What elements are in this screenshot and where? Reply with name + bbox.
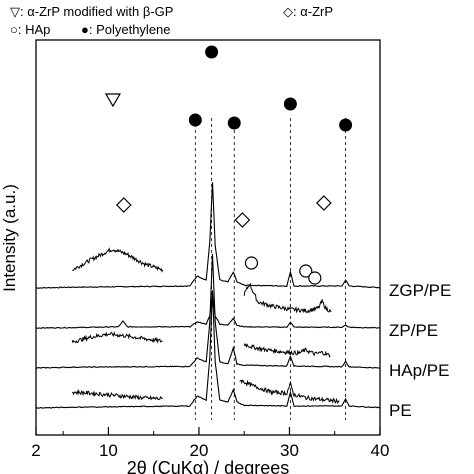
- x-tick-label: 40: [371, 441, 390, 460]
- polyethylene-marker: [227, 116, 241, 130]
- legend-entry-polyethylene: ●: Polyethylene: [81, 22, 171, 37]
- hap-marker: [244, 256, 259, 270]
- series-labels: ZGP/PE ZP/PE HAp/PE PE: [389, 281, 451, 420]
- legend: ▽: α-ZrP modified with β-GP ◇: α-ZrP ○: …: [10, 4, 333, 37]
- series-group: [35, 182, 381, 409]
- zrp-marker: [115, 197, 132, 213]
- series-label: PE: [389, 401, 412, 420]
- hap-marker: [299, 264, 313, 278]
- zrp-marker: [316, 195, 332, 211]
- x-ticks: 2 10 20 30 40: [31, 427, 389, 460]
- series-label: HAp/PE: [389, 361, 449, 380]
- series-inset-line: [71, 330, 163, 344]
- polyethylene-marker: [205, 45, 219, 59]
- series-line: [35, 182, 381, 289]
- x-tick-label: 2: [31, 441, 40, 460]
- legend-entry-hap: ○: HAp: [10, 22, 50, 37]
- polyethylene-marker: [283, 97, 297, 111]
- series-inset-line: [243, 282, 332, 314]
- series-label: ZGP/PE: [389, 281, 451, 300]
- x-tick-label: 30: [280, 441, 299, 460]
- series-line: [35, 290, 381, 409]
- series-inset-line: [243, 343, 331, 358]
- y-axis-label: Intensity (a.u.): [0, 184, 19, 292]
- series-inset-line: [71, 389, 163, 401]
- legend-entry-zrp-gp: ▽: α-ZrP modified with β-GP: [10, 4, 173, 19]
- marker-group: [104, 45, 353, 285]
- x-tick-label: 10: [99, 441, 118, 460]
- series-inset-line: [239, 379, 340, 405]
- polyethylene-marker: [339, 118, 353, 132]
- series-line: [35, 253, 381, 369]
- zrp-marker: [234, 212, 251, 228]
- hap-marker: [308, 271, 322, 285]
- legend-entry-zrp: ◇: α-ZrP: [283, 4, 333, 19]
- x-axis-label: 2θ (CuKα) / degrees: [127, 458, 289, 474]
- polyethylene-marker: [188, 113, 202, 127]
- series-inset-line: [72, 247, 164, 273]
- zrp-gp-marker: [104, 93, 121, 108]
- series-label: ZP/PE: [389, 321, 438, 340]
- series-line: [35, 293, 381, 329]
- x-tick-label: 20: [189, 441, 208, 460]
- plot-frame: [35, 39, 381, 436]
